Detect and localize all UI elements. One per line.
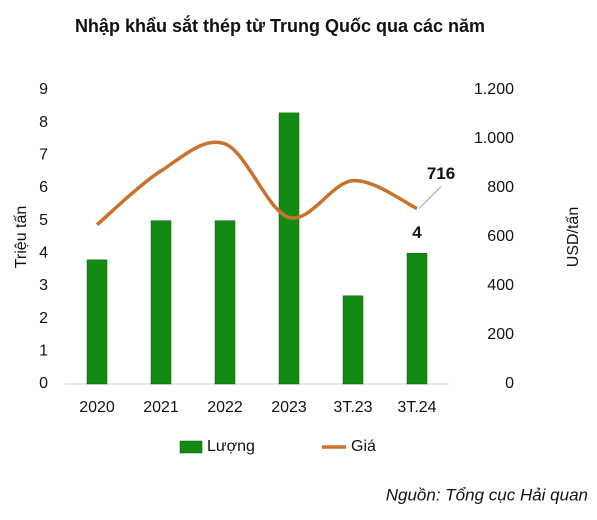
bar: [342, 295, 364, 385]
bar: [406, 253, 428, 385]
y2-tick-label: 200: [487, 326, 514, 343]
line: [95, 140, 418, 227]
y2-tick-label: 1.000: [474, 130, 514, 147]
bar: [278, 112, 300, 385]
x-tick-label: 2020: [79, 399, 115, 416]
y2-tick-label: 0: [505, 375, 514, 392]
y-tick-label: 7: [39, 147, 48, 164]
y2-tick-label: 400: [487, 277, 514, 294]
y2-axis-label: USD/tấn: [565, 207, 582, 267]
y2-tick-label: 600: [487, 228, 514, 245]
chart-title: Nhập khẩu sắt thép từ Trung Quốc qua các…: [74, 16, 486, 36]
source: Nguồn: Tổng cục Hải quan: [386, 485, 588, 504]
legend-label: Lượng: [207, 438, 255, 455]
y-tick-label: 6: [39, 179, 48, 196]
value-label: 716: [427, 164, 455, 183]
y-tick-label: 2: [39, 310, 48, 327]
y-tick-label: 9: [39, 81, 48, 98]
y-tick-label: 0: [39, 375, 48, 392]
legend-label: Giá: [351, 438, 376, 455]
y-tick-label: 3: [39, 277, 48, 294]
y-tick-label: 4: [39, 245, 48, 262]
bar: [150, 220, 172, 385]
y-tick-label: 1: [39, 343, 48, 360]
value-label: 4: [412, 223, 422, 242]
leader-line: [418, 186, 442, 209]
x-tick-label: 3T.23: [333, 399, 372, 416]
x-tick-label: 2022: [207, 399, 243, 416]
y-tick-label: 5: [39, 212, 48, 229]
y2-tick-label: 800: [487, 179, 514, 196]
y-tick-label: 8: [39, 114, 48, 131]
x-tick-label: 2023: [271, 399, 307, 416]
bar: [86, 259, 108, 385]
legend-swatch: [179, 440, 203, 454]
x-tick-label: 3T.24: [397, 399, 436, 416]
bar: [214, 220, 236, 385]
y-axis-label: Triệu tấn: [13, 206, 30, 269]
x-tick-label: 2021: [143, 399, 179, 416]
y2-tick-label: 1.200: [474, 81, 514, 98]
